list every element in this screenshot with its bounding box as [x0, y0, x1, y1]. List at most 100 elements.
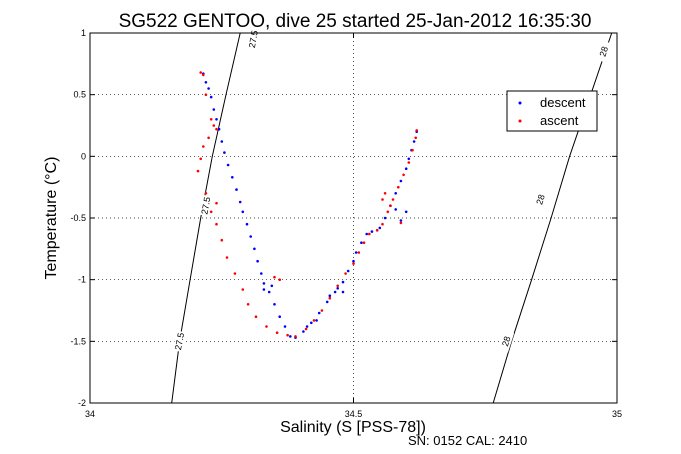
legend-label-ascent: ascent — [540, 113, 579, 128]
data-point-ascent — [407, 161, 411, 164]
data-point-descent — [204, 81, 208, 84]
contour-label: 27.5 — [199, 196, 212, 215]
legend-marker-ascent — [518, 119, 522, 123]
data-point-descent — [226, 163, 230, 167]
data-point-ascent — [215, 127, 218, 131]
data-points — [196, 71, 419, 339]
data-point-descent — [404, 210, 408, 214]
data-point-descent — [223, 151, 226, 154]
y-tick-label: 1 — [81, 28, 86, 38]
y-tick-label: -0.5 — [70, 213, 86, 223]
data-point-ascent — [212, 124, 216, 127]
data-point-descent — [283, 325, 287, 328]
data-point-descent — [238, 200, 242, 204]
chart-title: SG522 GENTOO, dive 25 started 25-Jan-201… — [119, 11, 592, 32]
data-point-descent — [249, 235, 252, 238]
data-point-ascent — [199, 157, 202, 161]
data-point-ascent — [220, 238, 224, 242]
y-tick-label: 0 — [81, 151, 86, 161]
data-point-ascent — [265, 325, 268, 328]
data-point-descent — [407, 157, 411, 161]
data-point-ascent — [204, 93, 208, 96]
density-contours: 27.5 27.5 27.5 28 28 28 — [171, 28, 613, 404]
data-point-descent — [253, 247, 256, 251]
grid — [90, 33, 617, 403]
data-point-ascent — [411, 148, 414, 152]
x-axis-ticks: 34 34.5 35 — [85, 33, 622, 419]
data-point-descent — [220, 140, 224, 143]
data-point-descent — [212, 108, 216, 111]
data-point-ascent — [278, 278, 282, 282]
contour-label: 28 — [598, 45, 611, 58]
data-point-descent — [346, 269, 350, 273]
data-point-ascent — [320, 309, 324, 312]
contour-label: 28 — [500, 335, 513, 348]
data-point-ascent — [381, 222, 384, 226]
data-point-descent — [328, 294, 332, 298]
data-point-ascent — [399, 221, 403, 225]
data-point-ascent — [415, 129, 419, 132]
legend-marker-descent — [518, 101, 522, 105]
data-point-descent — [317, 311, 321, 315]
data-point-descent — [302, 330, 305, 333]
data-point-descent — [399, 179, 403, 183]
data-point-descent — [333, 290, 337, 294]
data-point-descent — [399, 219, 403, 222]
footer-serial-cal: SN: 0152 CAL: 2410 — [408, 433, 527, 448]
data-point-ascent — [352, 262, 355, 265]
data-point-descent — [370, 230, 374, 233]
x-axis-label: Salinity (S [PSS-78]) — [280, 419, 426, 436]
data-point-ascent — [202, 145, 205, 148]
contour-label-background — [246, 28, 261, 50]
contour-label-background — [532, 188, 549, 211]
x-tick-label: 35 — [612, 409, 622, 419]
data-point-ascent — [389, 204, 392, 207]
data-point-descent — [404, 167, 408, 170]
data-point-ascent — [375, 229, 379, 232]
y-tick-label: 0.5 — [73, 90, 86, 100]
data-point-descent — [209, 95, 213, 99]
contour-label: 27.5 — [247, 30, 260, 49]
contour-label-background — [498, 330, 515, 353]
y-axis-label: Temperature (°C) — [43, 157, 60, 280]
data-point-ascent — [209, 118, 213, 121]
data-point-descent — [215, 118, 218, 121]
data-point-descent — [354, 251, 358, 254]
data-point-ascent — [344, 272, 347, 275]
data-point-descent — [394, 192, 398, 195]
data-point-ascent — [233, 272, 237, 275]
plot-area: 27.5 27.5 27.5 28 28 28 34 34.5 35 -2 -1.5 -1 -0.5… — [70, 28, 622, 419]
data-point-ascent — [286, 333, 289, 337]
legend-label-descent: descent — [540, 95, 586, 110]
contour-label-background — [172, 330, 187, 353]
data-point-descent — [310, 321, 313, 325]
data-point-ascent — [215, 222, 218, 226]
data-point-descent — [336, 287, 340, 290]
data-point-descent — [383, 216, 387, 220]
data-point-ascent — [246, 303, 250, 306]
y-tick-label: -1.5 — [70, 336, 86, 346]
data-point-ascent — [414, 136, 418, 140]
data-point-descent — [394, 208, 398, 211]
data-point-ascent — [204, 192, 208, 195]
x-tick-label: 34.5 — [345, 409, 363, 419]
data-point-descent — [365, 232, 369, 236]
data-point-descent — [217, 127, 221, 131]
y-tick-label: -2 — [78, 398, 86, 408]
data-point-ascent — [225, 256, 229, 259]
data-point-ascent — [328, 296, 332, 300]
contour-label-background — [199, 194, 213, 217]
data-point-ascent — [209, 210, 213, 214]
y-axis-ticks: -2 -1.5 -1 -0.5 0 0.5 1 — [70, 28, 617, 408]
data-point-descent — [289, 335, 292, 338]
y-tick-label: -1 — [78, 275, 86, 285]
data-point-ascent — [402, 173, 405, 177]
data-point-descent — [267, 290, 271, 294]
data-point-descent — [262, 282, 266, 285]
data-point-ascent — [215, 201, 218, 205]
legend: descent ascent — [506, 90, 598, 132]
data-point-ascent — [368, 232, 371, 236]
data-point-ascent — [273, 275, 276, 279]
data-point-descent — [315, 319, 318, 322]
data-point-descent — [235, 188, 238, 191]
